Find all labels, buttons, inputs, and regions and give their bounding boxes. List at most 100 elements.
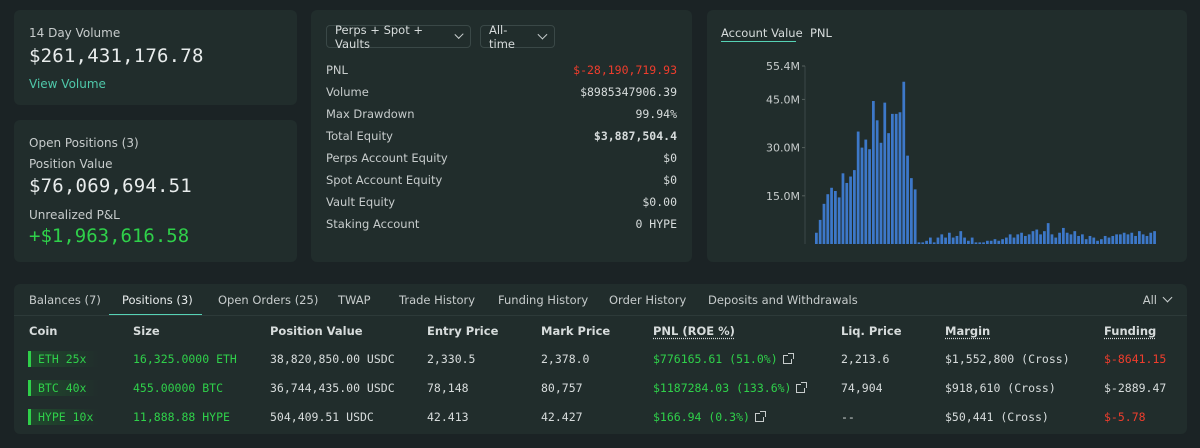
- chart-bar[interactable]: [834, 190, 837, 244]
- chart-bar[interactable]: [883, 102, 887, 244]
- chart-bar[interactable]: [1107, 237, 1111, 244]
- chart-bar[interactable]: [1115, 234, 1118, 244]
- chart-bar[interactable]: [1126, 234, 1130, 244]
- column-header-margin[interactable]: Margin: [945, 324, 991, 338]
- time-dropdown[interactable]: All-time: [480, 23, 555, 51]
- chart-bar[interactable]: [1122, 232, 1126, 244]
- chart-bar[interactable]: [894, 113, 898, 245]
- chart-bar[interactable]: [841, 173, 845, 244]
- coin-tag[interactable]: ETH 25x: [28, 351, 98, 367]
- chart-bar[interactable]: [1073, 231, 1077, 244]
- chart-bar[interactable]: [1077, 235, 1080, 244]
- tab-balances[interactable]: Balances (7): [29, 293, 101, 307]
- share-icon[interactable]: [796, 382, 808, 393]
- chart-bar[interactable]: [1020, 232, 1023, 244]
- chart-bar[interactable]: [1134, 235, 1137, 244]
- chart-bar[interactable]: [932, 242, 936, 244]
- chart-bar[interactable]: [1035, 229, 1039, 244]
- chart-bar[interactable]: [1141, 234, 1145, 244]
- chart-bar[interactable]: [974, 242, 978, 244]
- chart-bar[interactable]: [1088, 235, 1092, 244]
- chart-bar[interactable]: [978, 242, 982, 244]
- chart-bar[interactable]: [902, 81, 906, 245]
- chart-bar[interactable]: [830, 187, 833, 244]
- chart-bar[interactable]: [1024, 235, 1027, 244]
- chart-bar[interactable]: [906, 155, 909, 244]
- chart-bar[interactable]: [891, 113, 894, 245]
- chart-bar[interactable]: [1012, 237, 1016, 244]
- chart-bar[interactable]: [1153, 231, 1156, 244]
- chart-bar[interactable]: [921, 242, 925, 244]
- chart-bar[interactable]: [1149, 232, 1153, 244]
- chart-bar[interactable]: [1111, 235, 1115, 244]
- tab-pnl[interactable]: PNL: [810, 26, 832, 40]
- tab-trade-history[interactable]: Trade History: [399, 293, 476, 307]
- chart-bar[interactable]: [970, 237, 974, 244]
- chart-bar[interactable]: [1138, 231, 1141, 244]
- chart-bar[interactable]: [849, 176, 852, 244]
- chart-bar[interactable]: [887, 133, 890, 244]
- chart-bar[interactable]: [951, 237, 955, 244]
- chart-bar[interactable]: [864, 139, 868, 244]
- chart-bar[interactable]: [1031, 231, 1035, 244]
- chart-bar[interactable]: [997, 240, 1001, 244]
- chart-bar[interactable]: [1081, 234, 1084, 244]
- chart-bar[interactable]: [959, 231, 963, 244]
- chart-bar[interactable]: [993, 239, 997, 244]
- chart-bar[interactable]: [1145, 235, 1149, 244]
- view-volume-link[interactable]: View Volume: [29, 77, 106, 91]
- chart-bar[interactable]: [822, 203, 826, 244]
- chart-bar[interactable]: [910, 178, 913, 244]
- chart-bar[interactable]: [1046, 223, 1050, 244]
- chart-bar[interactable]: [940, 234, 944, 244]
- chart-bar[interactable]: [955, 235, 959, 244]
- chart-bar[interactable]: [818, 219, 822, 244]
- chart-bar[interactable]: [875, 120, 879, 244]
- chart-bar[interactable]: [1092, 237, 1096, 244]
- tab-positions[interactable]: Positions (3): [122, 293, 193, 307]
- coin-tag[interactable]: HYPE 10x: [28, 409, 98, 425]
- chart-bar[interactable]: [845, 182, 849, 244]
- chart-bar[interactable]: [1027, 234, 1031, 244]
- chart-bar[interactable]: [1058, 232, 1061, 244]
- chart-bar[interactable]: [1001, 239, 1004, 244]
- tab-order-history[interactable]: Order History: [609, 293, 687, 307]
- tab-account-value[interactable]: Account Value: [721, 26, 803, 40]
- chart-bar[interactable]: [1096, 240, 1099, 244]
- chart-bar[interactable]: [967, 240, 970, 244]
- tab-twap[interactable]: TWAP: [338, 293, 371, 307]
- chart-bar[interactable]: [936, 237, 940, 244]
- chart-bar[interactable]: [879, 142, 883, 244]
- chart-bar[interactable]: [1100, 239, 1103, 244]
- chart-bar[interactable]: [1016, 234, 1020, 244]
- column-header-pnl-roe[interactable]: PNL (ROE %): [653, 324, 735, 338]
- chart-bar[interactable]: [1069, 234, 1073, 244]
- column-header-funding[interactable]: Funding: [1104, 324, 1157, 338]
- tab-deposits-withdrawals[interactable]: Deposits and Withdrawals: [708, 293, 858, 307]
- chart-bar[interactable]: [989, 240, 993, 244]
- chart-bar[interactable]: [898, 112, 902, 245]
- chart-bar[interactable]: [872, 101, 875, 245]
- tab-open-orders[interactable]: Open Orders (25): [218, 293, 319, 307]
- chart-bar[interactable]: [982, 242, 985, 244]
- chevron-down-icon[interactable]: [1162, 292, 1173, 303]
- scope-dropdown[interactable]: Perps + Spot + Vaults: [326, 23, 471, 51]
- share-icon[interactable]: [754, 411, 766, 422]
- tab-funding-history[interactable]: Funding History: [498, 293, 589, 307]
- chart-bar[interactable]: [1084, 239, 1088, 244]
- chart-bar[interactable]: [986, 240, 989, 244]
- chart-bar[interactable]: [1005, 237, 1008, 244]
- chart-bar[interactable]: [1008, 234, 1012, 244]
- share-icon[interactable]: [782, 353, 794, 364]
- chart-bar[interactable]: [856, 131, 860, 244]
- chart-bar[interactable]: [837, 197, 841, 244]
- chart-bar[interactable]: [913, 189, 917, 244]
- chart-bar[interactable]: [1130, 232, 1134, 244]
- chart-bar[interactable]: [815, 232, 818, 244]
- chart-bar[interactable]: [1119, 234, 1122, 244]
- chart-bar[interactable]: [929, 237, 932, 244]
- chart-bar[interactable]: [1050, 234, 1054, 244]
- chart-bar[interactable]: [1039, 234, 1042, 244]
- chart-bar[interactable]: [1062, 227, 1065, 244]
- filter-dropdown[interactable]: All: [1143, 293, 1157, 307]
